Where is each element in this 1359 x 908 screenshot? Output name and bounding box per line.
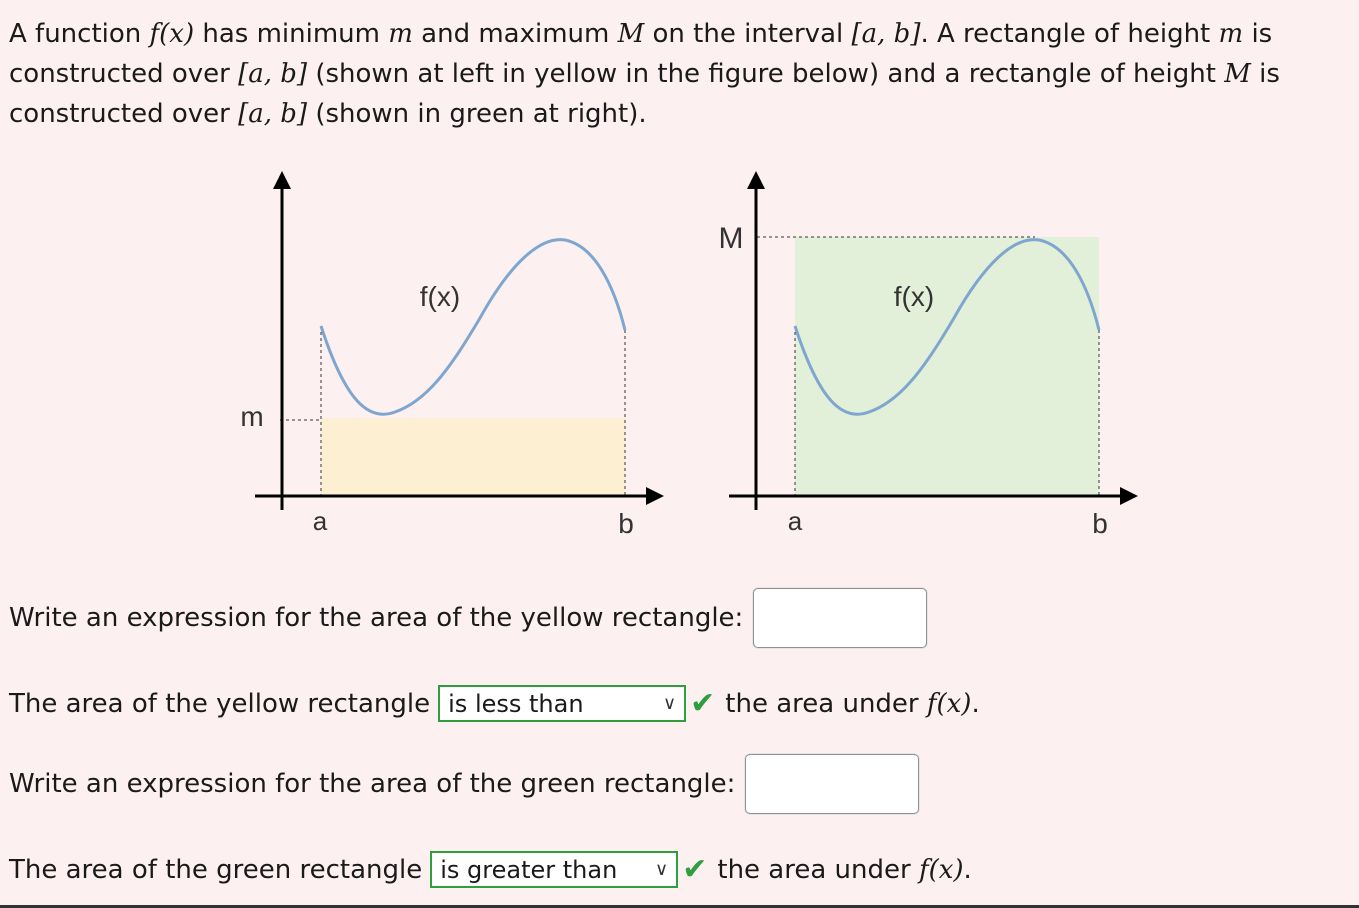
chevron-down-icon: ∨ [662, 693, 677, 714]
rectangle-figure: f(x) m a b f(x) M a b [240, 171, 1138, 539]
chevron-down-icon: ∨ [655, 859, 669, 880]
select-value: is greater than [440, 855, 618, 884]
intro-text: on the interval [644, 19, 852, 49]
a-label: a [313, 506, 328, 536]
question-yellow-compare: The area of the yellow rectangle is less… [9, 685, 980, 722]
right-plot: f(x) M a b [719, 171, 1138, 539]
question-green-area: Write an expression for the area of the … [9, 754, 920, 814]
checkmark-icon: ✔ [682, 852, 708, 887]
math-interval: [a, b] [238, 99, 308, 129]
bottom-divider [0, 905, 1359, 908]
select-value: is less than [448, 689, 584, 718]
m-label: m [240, 401, 263, 432]
intro-text: is constructed over [9, 19, 1273, 89]
intro-text: A function [9, 19, 150, 49]
question-end: . [971, 688, 980, 719]
question-suffix: the area under [717, 854, 911, 885]
question-prompt: Write an expression for the area of the … [9, 603, 744, 633]
question-prefix: The area of the yellow rectangle [9, 688, 431, 719]
a-label: a [788, 506, 803, 536]
intro-text: is constructed over [9, 59, 1280, 129]
question-prefix: The area of the green rectangle [9, 854, 423, 885]
math-fx: f(x) [918, 854, 964, 885]
green-compare-select[interactable]: is greater than ∨ [430, 851, 679, 888]
yellow-rectangle [321, 418, 625, 496]
math-interval: [a, b] [851, 19, 921, 49]
left-plot: f(x) m a b [240, 171, 664, 539]
question-green-compare: The area of the green rectangle is great… [9, 851, 972, 888]
math-m: m [1218, 19, 1244, 49]
green-area-input[interactable] [745, 754, 920, 814]
question-suffix: the area under [725, 688, 919, 719]
question-yellow-area: Write an expression for the area of the … [9, 588, 928, 648]
fx-label: f(x) [420, 281, 460, 312]
problem-statement: A function f(x) has minimum m and maximu… [9, 14, 1344, 134]
math-m: m [388, 19, 413, 49]
math-M: M [1224, 59, 1251, 89]
intro-text: (shown at left in yellow in the figure b… [307, 59, 1225, 89]
function-curve [319, 238, 627, 416]
function-curve [793, 238, 1101, 416]
question-end: . [963, 854, 972, 885]
fx-label: f(x) [894, 281, 934, 312]
math-fx: f(x) [926, 688, 972, 719]
math-fx: f(x) [149, 19, 195, 49]
yellow-area-input[interactable] [753, 588, 928, 648]
yellow-compare-select[interactable]: is less than ∨ [438, 685, 687, 722]
checkmark-icon: ✔ [690, 686, 716, 721]
intro-text: and maximum [412, 19, 618, 49]
green-rectangle [795, 237, 1099, 496]
b-label: b [1092, 508, 1108, 539]
M-label: M [719, 222, 744, 255]
intro-text: . A rectangle of height [920, 19, 1219, 49]
intro-text: (shown in green at right). [307, 99, 647, 129]
math-interval: [a, b] [238, 59, 308, 89]
intro-text: has minimum [194, 19, 389, 49]
question-prompt: Write an expression for the area of the … [9, 769, 736, 799]
b-label: b [618, 508, 634, 539]
math-M: M [617, 19, 645, 49]
